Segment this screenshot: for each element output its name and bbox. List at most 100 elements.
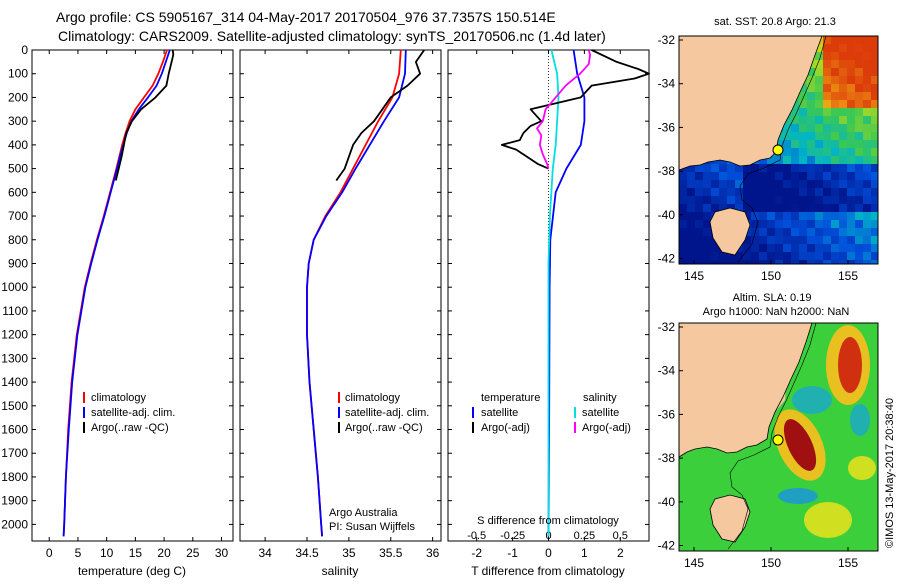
sst-cell [871, 228, 878, 236]
sst-cell [799, 116, 807, 124]
sst-cell [847, 204, 855, 212]
sst-cell [815, 260, 823, 264]
depth-axis: 0 100 200 300 400 500 600 700 800 900 1000 1100 1200… [1, 43, 649, 531]
sst-cell [791, 172, 799, 180]
sst-cell [863, 164, 871, 172]
sst-cell [815, 220, 823, 228]
sst-cell [831, 92, 839, 100]
sst-cell [799, 140, 807, 148]
sst-cell [775, 260, 783, 264]
sst-cell [831, 124, 839, 132]
sst-cell [791, 124, 799, 132]
sst-cell [799, 148, 807, 156]
lat-tick-label: -38 [658, 451, 676, 465]
sst-cell [799, 260, 807, 264]
sst-cell [871, 244, 878, 252]
sst-cell [767, 180, 775, 188]
x-tick-label: 20 [157, 546, 171, 560]
sst-cell [799, 108, 807, 116]
sst-cell [735, 260, 743, 264]
sst-map-ticks: -32 -34 -36 -38 -40 -42 145 150 155 [658, 33, 859, 283]
sst-cell [863, 116, 871, 124]
sst-cell [823, 236, 831, 244]
lon-tick-label: 145 [684, 269, 704, 283]
sst-cell [687, 220, 695, 228]
sst-cell [815, 236, 823, 244]
sst-cell [855, 44, 863, 52]
sst-map-title: sat. SST: 20.8 Argo: 21.3 [714, 16, 836, 28]
lon-tick-label: 150 [761, 556, 781, 570]
sst-cell [823, 44, 831, 52]
sst-cell [775, 164, 783, 172]
sst-cell [847, 124, 855, 132]
sst-cell [687, 212, 695, 220]
sst-map-frame [678, 35, 879, 265]
x-tick-label: -2 [471, 546, 482, 560]
sst-cell [751, 244, 759, 252]
sst-cell [759, 164, 767, 172]
sst-cell [847, 132, 855, 140]
sst-cell [871, 84, 878, 92]
sst-cell [863, 84, 871, 92]
depth-tick-label: 1300 [1, 351, 28, 365]
sst-cell [815, 124, 823, 132]
salinity-legend: climatology satellite-adj. clim. Argo(..… [329, 392, 429, 533]
sst-cell [839, 52, 847, 60]
sst-cell [807, 124, 815, 132]
sst-cell [711, 180, 719, 188]
sst-cell [855, 140, 863, 148]
sst-cell [839, 156, 847, 164]
sst-cell [823, 252, 831, 260]
sst-cell [695, 260, 703, 264]
sst-cell [815, 228, 823, 236]
sst-cell [807, 244, 815, 252]
sst-cell [823, 116, 831, 124]
sst-cell [855, 52, 863, 60]
sst-cell [791, 196, 799, 204]
sst-cell [823, 84, 831, 92]
sst-cell [783, 124, 791, 132]
sst-cell [743, 196, 751, 204]
sst-cell [855, 92, 863, 100]
sla-high-eddy-core [783, 419, 817, 471]
sst-cell [831, 140, 839, 148]
sst-cell [871, 132, 878, 140]
legend-label-s-argo: Argo(-adj) [582, 422, 631, 434]
sst-cell [855, 148, 863, 156]
sst-cell [711, 244, 719, 252]
sst-cell [823, 212, 831, 220]
sst-cell [759, 172, 767, 180]
sst-cell [751, 164, 759, 172]
sst-cell [855, 220, 863, 228]
lat-tick-label: -34 [658, 77, 676, 91]
sst-cell [703, 212, 711, 220]
sst-cell [823, 140, 831, 148]
sst-cell [847, 220, 855, 228]
sst-cell [807, 132, 815, 140]
sst-cell [871, 92, 878, 100]
temperature-panel-frame [31, 49, 234, 542]
sst-cell [719, 260, 727, 264]
sst-cell [759, 156, 767, 164]
sst-cell [855, 196, 863, 204]
x-tick-label: 34.5 [295, 546, 319, 560]
sst-cell [839, 124, 847, 132]
sst-cell [703, 244, 711, 252]
sst-cell [799, 180, 807, 188]
sst-cell [839, 228, 847, 236]
depth-tick-label: 1900 [1, 494, 28, 508]
sst-cell [775, 204, 783, 212]
x-tick-label: 30 [215, 546, 229, 560]
lat-tick-label: -36 [658, 407, 676, 421]
sst-cell [815, 180, 823, 188]
sst-cell [863, 36, 871, 44]
title-line-2: Climatology: CARS2009. Satellite-adjuste… [58, 28, 606, 44]
t-difference-axis-label: T difference from climatology [471, 564, 625, 578]
sst-cell [863, 228, 871, 236]
sst-cell [735, 172, 743, 180]
sla-low-1 [792, 386, 832, 414]
sst-cell [815, 44, 823, 52]
sst-cell [839, 164, 847, 172]
sst-cell [863, 196, 871, 204]
sst-cell [831, 172, 839, 180]
